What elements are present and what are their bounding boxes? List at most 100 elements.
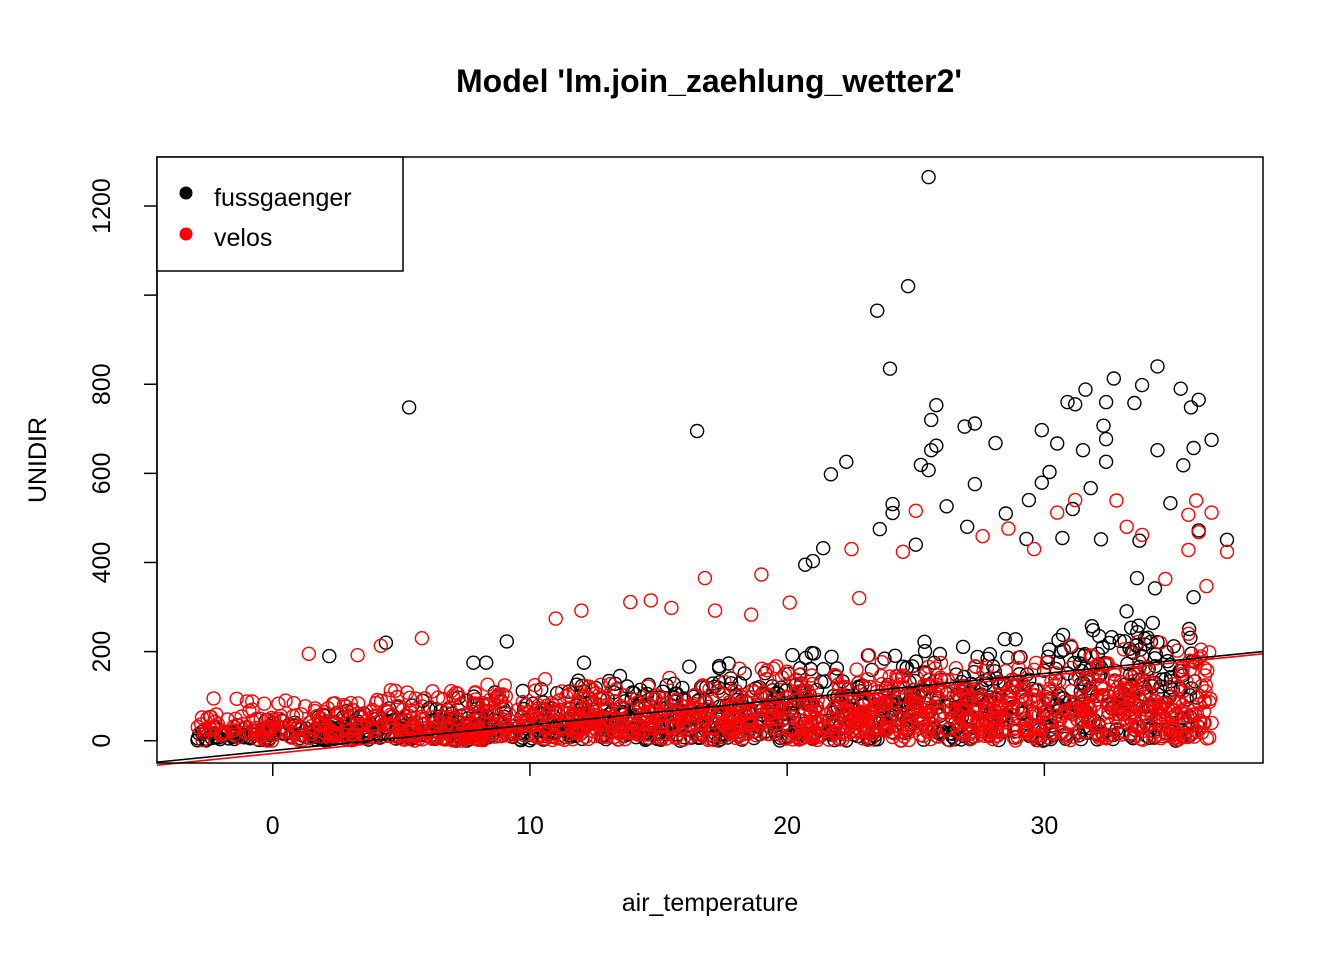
data-point: [1110, 680, 1125, 695]
data-point: [1174, 706, 1189, 721]
data-point: [273, 708, 288, 724]
data-point: [1181, 621, 1197, 637]
data-point: [872, 521, 887, 537]
data-point: [998, 506, 1013, 521]
data-point: [1154, 707, 1170, 722]
data-point: [872, 714, 887, 729]
data-point: [1031, 707, 1047, 722]
x-tick-label: 30: [1030, 812, 1058, 840]
data-point: [810, 716, 825, 731]
data-point: [844, 541, 859, 557]
data-point: [977, 728, 993, 743]
data-point: [1117, 710, 1132, 726]
data-point: [889, 668, 904, 684]
data-point: [1165, 717, 1181, 733]
data-point: [580, 690, 595, 705]
data-point: [1188, 493, 1204, 508]
data-point: [1147, 581, 1163, 596]
data-point: [1093, 532, 1109, 547]
data-point: [1174, 666, 1190, 682]
data-point: [1083, 480, 1098, 496]
data-point: [384, 709, 399, 725]
data-point: [390, 689, 405, 705]
data-point: [528, 683, 543, 698]
data-point: [1006, 729, 1021, 745]
data-point: [576, 655, 592, 670]
data-point: [877, 651, 892, 666]
data-point: [600, 729, 615, 744]
data-point: [228, 711, 243, 726]
data-point: [1129, 570, 1145, 586]
data-point: [1188, 655, 1204, 670]
data-point: [1008, 632, 1023, 647]
data-point: [1119, 604, 1134, 619]
data-point: [1031, 728, 1047, 743]
data-point: [1204, 432, 1219, 448]
data-point: [730, 721, 745, 736]
data-point: [798, 557, 813, 572]
data-point: [588, 686, 604, 701]
data-point: [835, 703, 850, 718]
data-point: [908, 654, 924, 669]
data-point: [201, 720, 217, 735]
y-axis-label: UNIDIR: [24, 417, 52, 503]
data-point: [962, 727, 977, 742]
data-point: [564, 707, 580, 723]
data-point: [1157, 696, 1172, 711]
data-point: [593, 677, 608, 692]
data-point: [1199, 578, 1214, 594]
data-point: [885, 694, 901, 709]
data-point: [248, 723, 264, 738]
data-point: [1042, 464, 1057, 480]
data-point: [401, 400, 417, 415]
data-point: [1076, 704, 1091, 719]
data-point: [351, 696, 366, 711]
data-point: [917, 634, 932, 649]
data-point: [610, 732, 626, 747]
data-point: [895, 544, 911, 559]
data-point: [1065, 501, 1080, 517]
data-point: [244, 726, 259, 741]
data-point: [446, 732, 461, 747]
data-point: [1152, 635, 1168, 650]
data-point: [697, 570, 713, 586]
data-point: [820, 723, 835, 738]
data-point: [499, 634, 514, 649]
data-point: [548, 611, 563, 626]
data-point: [545, 728, 561, 744]
data-point: [245, 714, 260, 729]
data-point: [700, 732, 716, 747]
data-point: [1034, 475, 1050, 490]
data-point: [333, 706, 349, 721]
x-axis: 0 10 20 30: [266, 762, 1058, 840]
data-point: [1201, 730, 1217, 745]
data-point: [1191, 392, 1206, 407]
data-point: [955, 639, 971, 655]
data-point: [752, 713, 768, 728]
data-point: [463, 713, 478, 729]
data-point: [1063, 660, 1078, 676]
data-point: [505, 714, 520, 729]
data-point: [318, 707, 333, 723]
data-point: [1170, 643, 1185, 658]
data-point: [929, 438, 944, 453]
data-point: [580, 702, 595, 717]
data-point: [1166, 639, 1182, 654]
data-point: [869, 698, 885, 714]
data-point: [278, 693, 293, 708]
data-point: [762, 688, 777, 703]
data-point: [1158, 571, 1173, 587]
data-point: [895, 659, 911, 674]
data-point: [1000, 650, 1015, 665]
data-point: [1168, 711, 1184, 726]
data-point: [1181, 542, 1196, 558]
y-tick-label: 800: [88, 363, 116, 405]
data-point: [997, 631, 1012, 647]
data-point: [1155, 717, 1170, 732]
data-point: [490, 691, 505, 706]
data-point: [921, 169, 936, 185]
data-point: [600, 691, 615, 706]
data-point: [594, 727, 609, 742]
x-tick-label: 20: [773, 812, 801, 840]
data-point: [1204, 505, 1219, 520]
